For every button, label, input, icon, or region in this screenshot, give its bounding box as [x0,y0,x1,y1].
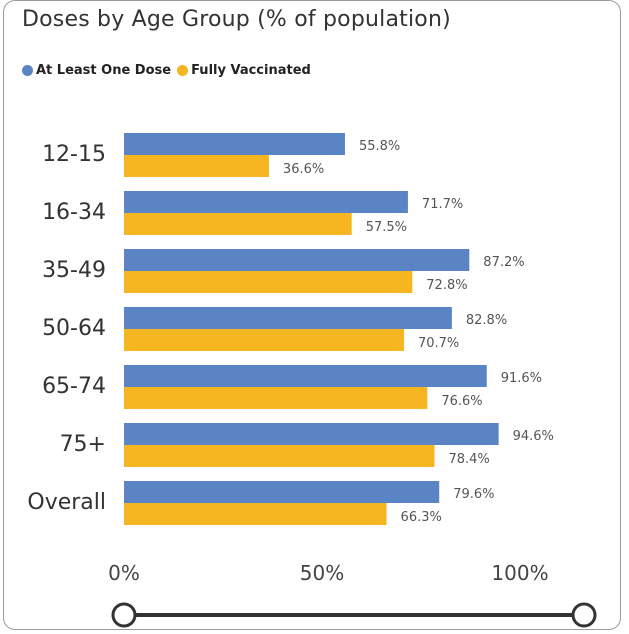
bar-fully-vaccinated [124,503,387,525]
category-label: 65-74 [42,374,106,399]
bar-fully-vaccinated [124,271,413,293]
bar-fully-vaccinated [124,155,269,177]
range-slider-max-handle[interactable] [571,602,597,628]
bar-at-least-one-dose [124,249,470,271]
range-slider-min-handle[interactable] [111,602,137,628]
data-label: 72.8% [426,278,467,293]
legend-label-series-2: Fully Vaccinated [191,63,311,78]
category-label: 16-34 [42,200,106,225]
legend-item-series-2[interactable]: Fully Vaccinated [177,63,311,78]
bar-fully-vaccinated [124,329,404,351]
bar-at-least-one-dose [124,307,452,329]
data-label: 82.8% [466,313,507,328]
bar-fully-vaccinated [124,213,352,235]
data-label: 79.6% [453,487,494,502]
bar-fully-vaccinated [124,445,435,467]
legend-marker-series-2 [177,65,189,76]
category-label: 75+ [60,432,106,457]
category-label: 50-64 [42,316,106,341]
data-label: 87.2% [483,255,524,270]
data-label: 71.7% [422,197,463,212]
data-label: 57.5% [366,220,407,235]
legend-marker-series-1 [22,65,33,76]
data-label: 66.3% [401,510,442,525]
category-label: Overall [27,490,106,515]
bar-fully-vaccinated [124,387,428,409]
bar-at-least-one-dose [124,133,345,155]
data-label: 78.4% [448,452,489,467]
chart-title: Doses by Age Group (% of population) [22,7,451,32]
bar-at-least-one-dose [124,423,499,445]
x-tick-label: 0% [108,561,140,585]
legend-label-series-1: At Least One Dose [36,63,172,78]
data-label: 36.6% [283,162,324,177]
data-label: 55.8% [359,139,400,154]
x-tick-label: 100% [491,561,548,585]
bar-at-least-one-dose [124,191,408,213]
x-tick-label: 50% [300,561,344,585]
category-label: 35-49 [42,258,106,283]
legend: At Least One Dose Fully Vaccinated [22,63,317,78]
data-label: 70.7% [418,336,459,351]
legend-item-series-1[interactable]: At Least One Dose [22,63,171,78]
category-label: 12-15 [42,142,106,167]
bar-at-least-one-dose [124,481,440,503]
data-label: 76.6% [441,394,482,409]
bar-at-least-one-dose [124,365,487,387]
data-label: 94.6% [513,429,554,444]
data-label: 91.6% [501,371,542,386]
